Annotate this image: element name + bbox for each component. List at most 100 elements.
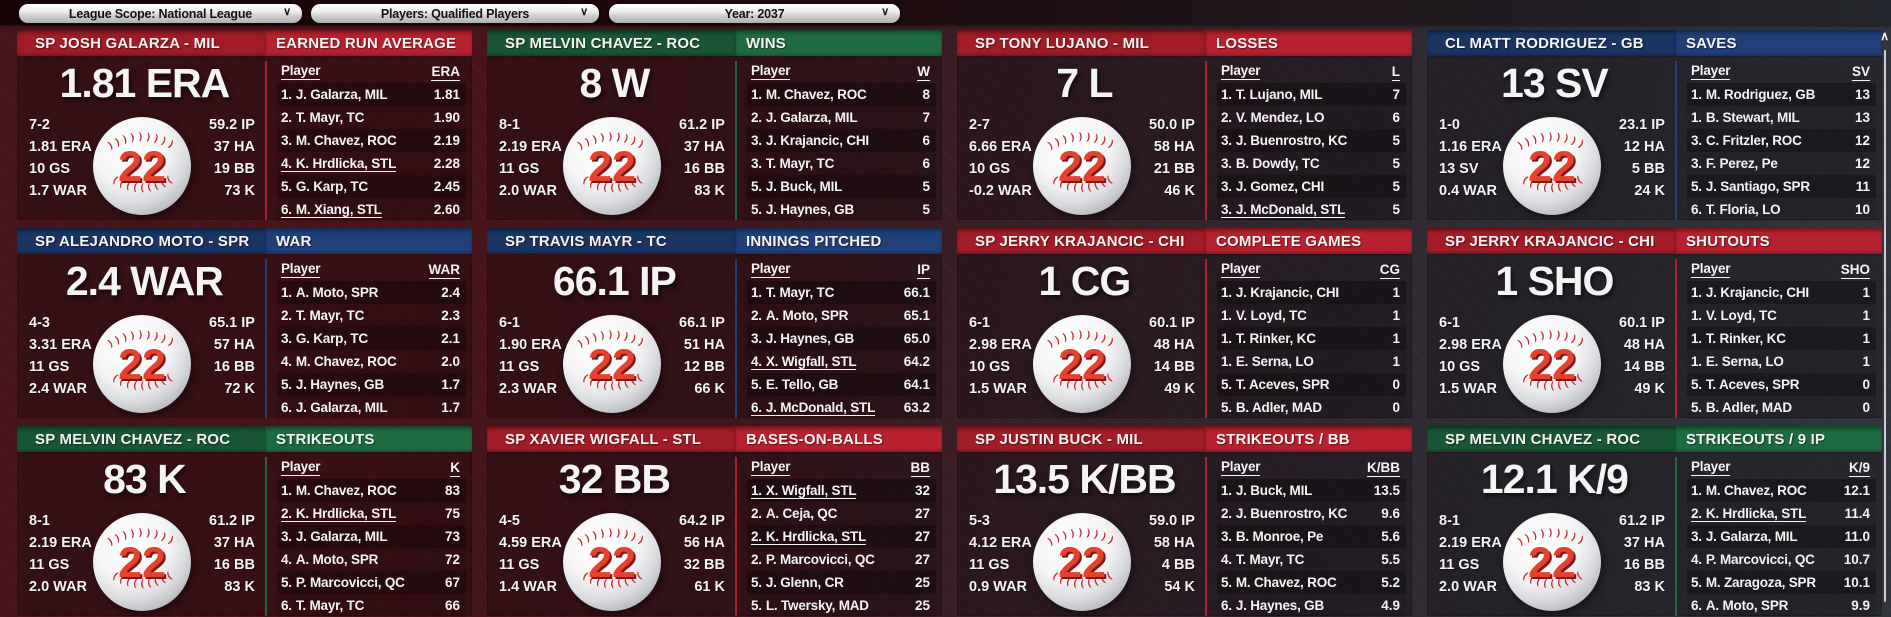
leaderboard-row[interactable]: 2. A. Moto, SPR 65.1 bbox=[746, 304, 936, 327]
leaderboard-row[interactable]: 3. J. McDonald, STL 5 bbox=[1216, 198, 1406, 221]
dropdown-year[interactable]: Year: 2037 ∨ bbox=[608, 3, 901, 24]
leaderboard-row[interactable]: 1. J. Krajancic, CHI 1 bbox=[1686, 281, 1876, 304]
leaderboard-row[interactable]: 1. X. Wigfall, STL 32 bbox=[746, 479, 936, 502]
leaderboard-row[interactable]: 3. C. Fritzler, ROC 12 bbox=[1686, 129, 1876, 152]
leaderboard-row[interactable]: 2. T. Mayr, TC 2.3 bbox=[276, 304, 466, 327]
leaderboard-row[interactable]: 2. P. Marcovicci, QC 27 bbox=[746, 548, 936, 571]
leaderboard-row[interactable]: 5. L. Twersky, MAD 25 bbox=[746, 594, 936, 617]
leaderboard-row[interactable]: 5. M. Zaragoza, SPR 10.1 bbox=[1686, 571, 1876, 594]
leaderboard-row[interactable]: 5. B. Adler, MAD 0 bbox=[1216, 396, 1406, 419]
leaderboard-row[interactable]: 5. M. Chavez, ROC 5.2 bbox=[1216, 571, 1406, 594]
leaderboard-row[interactable]: 6. T. Mayr, TC 66 bbox=[276, 594, 466, 617]
leaderboard-row[interactable]: 1. M. Chavez, ROC 12.1 bbox=[1686, 479, 1876, 502]
leaderboard-row[interactable]: 3. J. Krajancic, CHI 6 bbox=[746, 129, 936, 152]
leaderboard-row[interactable]: 1. T. Mayr, TC 66.1 bbox=[746, 281, 936, 304]
column-header-value: K bbox=[450, 459, 460, 477]
panel-player-link[interactable]: CL MATT RODRIGUEZ - GB bbox=[1427, 30, 1675, 56]
panel-body: 8 W 8-1 2.19 ERA 11 GS 2.0 WAR 61.2 IP 3… bbox=[487, 56, 942, 221]
leaderboard-row[interactable]: 6. M. Xiang, STL 2.60 bbox=[276, 198, 466, 221]
leaderboard-row[interactable]: 3. B. Dowdy, TC 5 bbox=[1216, 152, 1406, 175]
leaderboard-row[interactable]: 3. B. Monroe, Pe 5.6 bbox=[1216, 525, 1406, 548]
leaderboard-row[interactable]: 1. T. Rinker, KC 1 bbox=[1216, 327, 1406, 350]
leaderboard-row[interactable]: 4. K. Hrdlicka, STL 2.28 bbox=[276, 152, 466, 175]
leaderboard-row[interactable]: 1. V. Loyd, TC 1 bbox=[1216, 304, 1406, 327]
leaderboard-row[interactable]: 2. V. Mendez, LO 6 bbox=[1216, 106, 1406, 129]
leaderboard-row[interactable]: 5. E. Tello, GB 64.1 bbox=[746, 373, 936, 396]
scroll-up-icon[interactable]: ∧ bbox=[1880, 29, 1889, 43]
leaderboard-row[interactable]: 3. T. Mayr, TC 6 bbox=[746, 152, 936, 175]
leaderboard-row[interactable]: 1. B. Stewart, MIL 13 bbox=[1686, 106, 1876, 129]
panel-player-link[interactable]: SP MELVIN CHAVEZ - ROC bbox=[1427, 426, 1675, 452]
leaderboard-row[interactable]: 2. K. Hrdlicka, STL 27 bbox=[746, 525, 936, 548]
leaderboard-row[interactable]: 3. J. Buenrostro, KC 5 bbox=[1216, 129, 1406, 152]
leaderboard-row[interactable]: 4. X. Wigfall, STL 64.2 bbox=[746, 350, 936, 373]
leaderboard-row[interactable]: 1. J. Buck, MIL 13.5 bbox=[1216, 479, 1406, 502]
leaderboard-row[interactable]: 1. M. Rodriguez, GB 13 bbox=[1686, 83, 1876, 106]
dropdown-league-scope[interactable]: League Scope: National League ∨ bbox=[18, 3, 303, 24]
leaderboard-row[interactable]: 2. K. Hrdlicka, STL 75 bbox=[276, 502, 466, 525]
panel-player-link[interactable]: SP TRAVIS MAYR - TC bbox=[487, 228, 735, 254]
leaderboard-row[interactable]: 5. B. Adler, MAD 0 bbox=[1686, 396, 1876, 419]
baseball-graphic: ))))))))) ((((((((( 22 22 bbox=[1032, 512, 1132, 612]
leader-panel: SP MELVIN CHAVEZ - ROC WINS 8 W 8-1 2.19… bbox=[487, 30, 942, 221]
player-name: T. Lujano, MIL bbox=[1235, 87, 1323, 102]
leaderboard-row[interactable]: 2. A. Ceja, QC 27 bbox=[746, 502, 936, 525]
panel-category-label: EARNED RUN AVERAGE bbox=[275, 34, 457, 52]
leaderboard-row[interactable]: 4. T. Mayr, TC 5.5 bbox=[1216, 548, 1406, 571]
dropdown-players-filter[interactable]: Players: Qualified Players ∨ bbox=[310, 3, 600, 24]
chevron-down-icon: ∨ bbox=[881, 6, 889, 18]
leaderboard-row[interactable]: 1. J. Galarza, MIL 1.81 bbox=[276, 83, 466, 106]
panel-player-link[interactable]: SP JUSTIN BUCK - MIL bbox=[957, 426, 1205, 452]
leaderboard-row[interactable]: 5. J. Santiago, SPR 11 bbox=[1686, 175, 1876, 198]
leaderboard-row[interactable]: 1. T. Rinker, KC 1 bbox=[1686, 327, 1876, 350]
leaderboard-row[interactable]: 3. M. Chavez, ROC 2.19 bbox=[276, 129, 466, 152]
panel-player-link[interactable]: SP JOSH GALARZA - MIL bbox=[17, 30, 265, 56]
panel-player-link[interactable]: SP MELVIN CHAVEZ - ROC bbox=[487, 30, 735, 56]
leaderboard-row[interactable]: 6. J. Haynes, GB 4.9 bbox=[1216, 594, 1406, 617]
leaderboard-row[interactable]: 3. J. Haynes, GB 65.0 bbox=[746, 327, 936, 350]
leaderboard-row[interactable]: 1. A. Moto, SPR 2.4 bbox=[276, 281, 466, 304]
leaderboard-row[interactable]: 5. T. Aceves, SPR 0 bbox=[1216, 373, 1406, 396]
panel-player-link[interactable]: SP JERRY KRAJANCIC - CHI bbox=[957, 228, 1205, 254]
panel-divider bbox=[734, 61, 737, 220]
leaderboard-row[interactable]: 3. F. Perez, Pe 12 bbox=[1686, 152, 1876, 175]
panel-player-link[interactable]: SP JERRY KRAJANCIC - CHI bbox=[1427, 228, 1675, 254]
leaderboard-row[interactable]: 4. M. Chavez, ROC 2.0 bbox=[276, 350, 466, 373]
player-name: X. Wigfall, STL bbox=[765, 353, 857, 369]
panel-player-link[interactable]: SP MELVIN CHAVEZ - ROC bbox=[17, 426, 265, 452]
leaderboard-row[interactable]: 1. M. Chavez, ROC 83 bbox=[276, 479, 466, 502]
leaderboard-row[interactable]: 3. J. Galarza, MIL 73 bbox=[276, 525, 466, 548]
panel-player-link[interactable]: SP XAVIER WIGFALL - STL bbox=[487, 426, 735, 452]
player-name: J. McDonald, STL bbox=[1235, 201, 1346, 217]
leaderboard-row[interactable]: 3. G. Karp, TC 2.1 bbox=[276, 327, 466, 350]
leaderboard-row[interactable]: 2. T. Mayr, TC 1.90 bbox=[276, 106, 466, 129]
leaderboard-row[interactable]: 1. V. Loyd, TC 1 bbox=[1686, 304, 1876, 327]
leaderboard-row[interactable]: 5. J. Buck, MIL 5 bbox=[746, 175, 936, 198]
leaderboard-row[interactable]: 1. E. Serna, LO 1 bbox=[1686, 350, 1876, 373]
leaderboard-row[interactable]: 5. T. Aceves, SPR 0 bbox=[1686, 373, 1876, 396]
leaderboard-row[interactable]: 4. A. Moto, SPR 72 bbox=[276, 548, 466, 571]
leaderboard-row[interactable]: 6. J. Galarza, MIL 1.7 bbox=[276, 396, 466, 419]
leaderboard-row[interactable]: 2. J. Galarza, MIL 7 bbox=[746, 106, 936, 129]
leaderboard-row[interactable]: 4. P. Marcovicci, QC 10.7 bbox=[1686, 548, 1876, 571]
leaderboard-row[interactable]: 2. J. Buenrostro, KC 9.6 bbox=[1216, 502, 1406, 525]
leaderboard-row[interactable]: 6. T. Floria, LO 10 bbox=[1686, 198, 1876, 221]
scrollbar-thumb[interactable] bbox=[1883, 50, 1886, 602]
leaderboard-row[interactable]: 5. J. Haynes, GB 5 bbox=[746, 198, 936, 221]
leaderboard-row[interactable]: 3. J. Galarza, MIL 11.0 bbox=[1686, 525, 1876, 548]
leaderboard-header-row: Player SHO bbox=[1687, 257, 1876, 281]
leaderboard-row[interactable]: 1. T. Lujano, MIL 7 bbox=[1216, 83, 1406, 106]
leaderboard-row[interactable]: 5. P. Marcovicci, QC 67 bbox=[276, 571, 466, 594]
panel-player-link[interactable]: SP TONY LUJANO - MIL bbox=[957, 30, 1205, 56]
leaderboard-row[interactable]: 1. E. Serna, LO 1 bbox=[1216, 350, 1406, 373]
panel-player-link[interactable]: SP ALEJANDRO MOTO - SPR bbox=[17, 228, 265, 254]
leaderboard-row[interactable]: 5. J. Haynes, GB 1.7 bbox=[276, 373, 466, 396]
leaderboard-row[interactable]: 1. M. Chavez, ROC 8 bbox=[746, 83, 936, 106]
leaderboard-row[interactable]: 2. K. Hrdlicka, STL 11.4 bbox=[1686, 502, 1876, 525]
leaderboard-row[interactable]: 6. A. Moto, SPR 9.9 bbox=[1686, 594, 1876, 617]
leaderboard-row[interactable]: 1. J. Krajancic, CHI 1 bbox=[1216, 281, 1406, 304]
leaderboard-row[interactable]: 5. J. Glenn, CR 25 bbox=[746, 571, 936, 594]
leaderboard-row[interactable]: 5. G. Karp, TC 2.45 bbox=[276, 175, 466, 198]
leaderboard-row[interactable]: 3. J. Gomez, CHI 5 bbox=[1216, 175, 1406, 198]
leaderboard-row[interactable]: 6. J. McDonald, STL 63.2 bbox=[746, 396, 936, 419]
